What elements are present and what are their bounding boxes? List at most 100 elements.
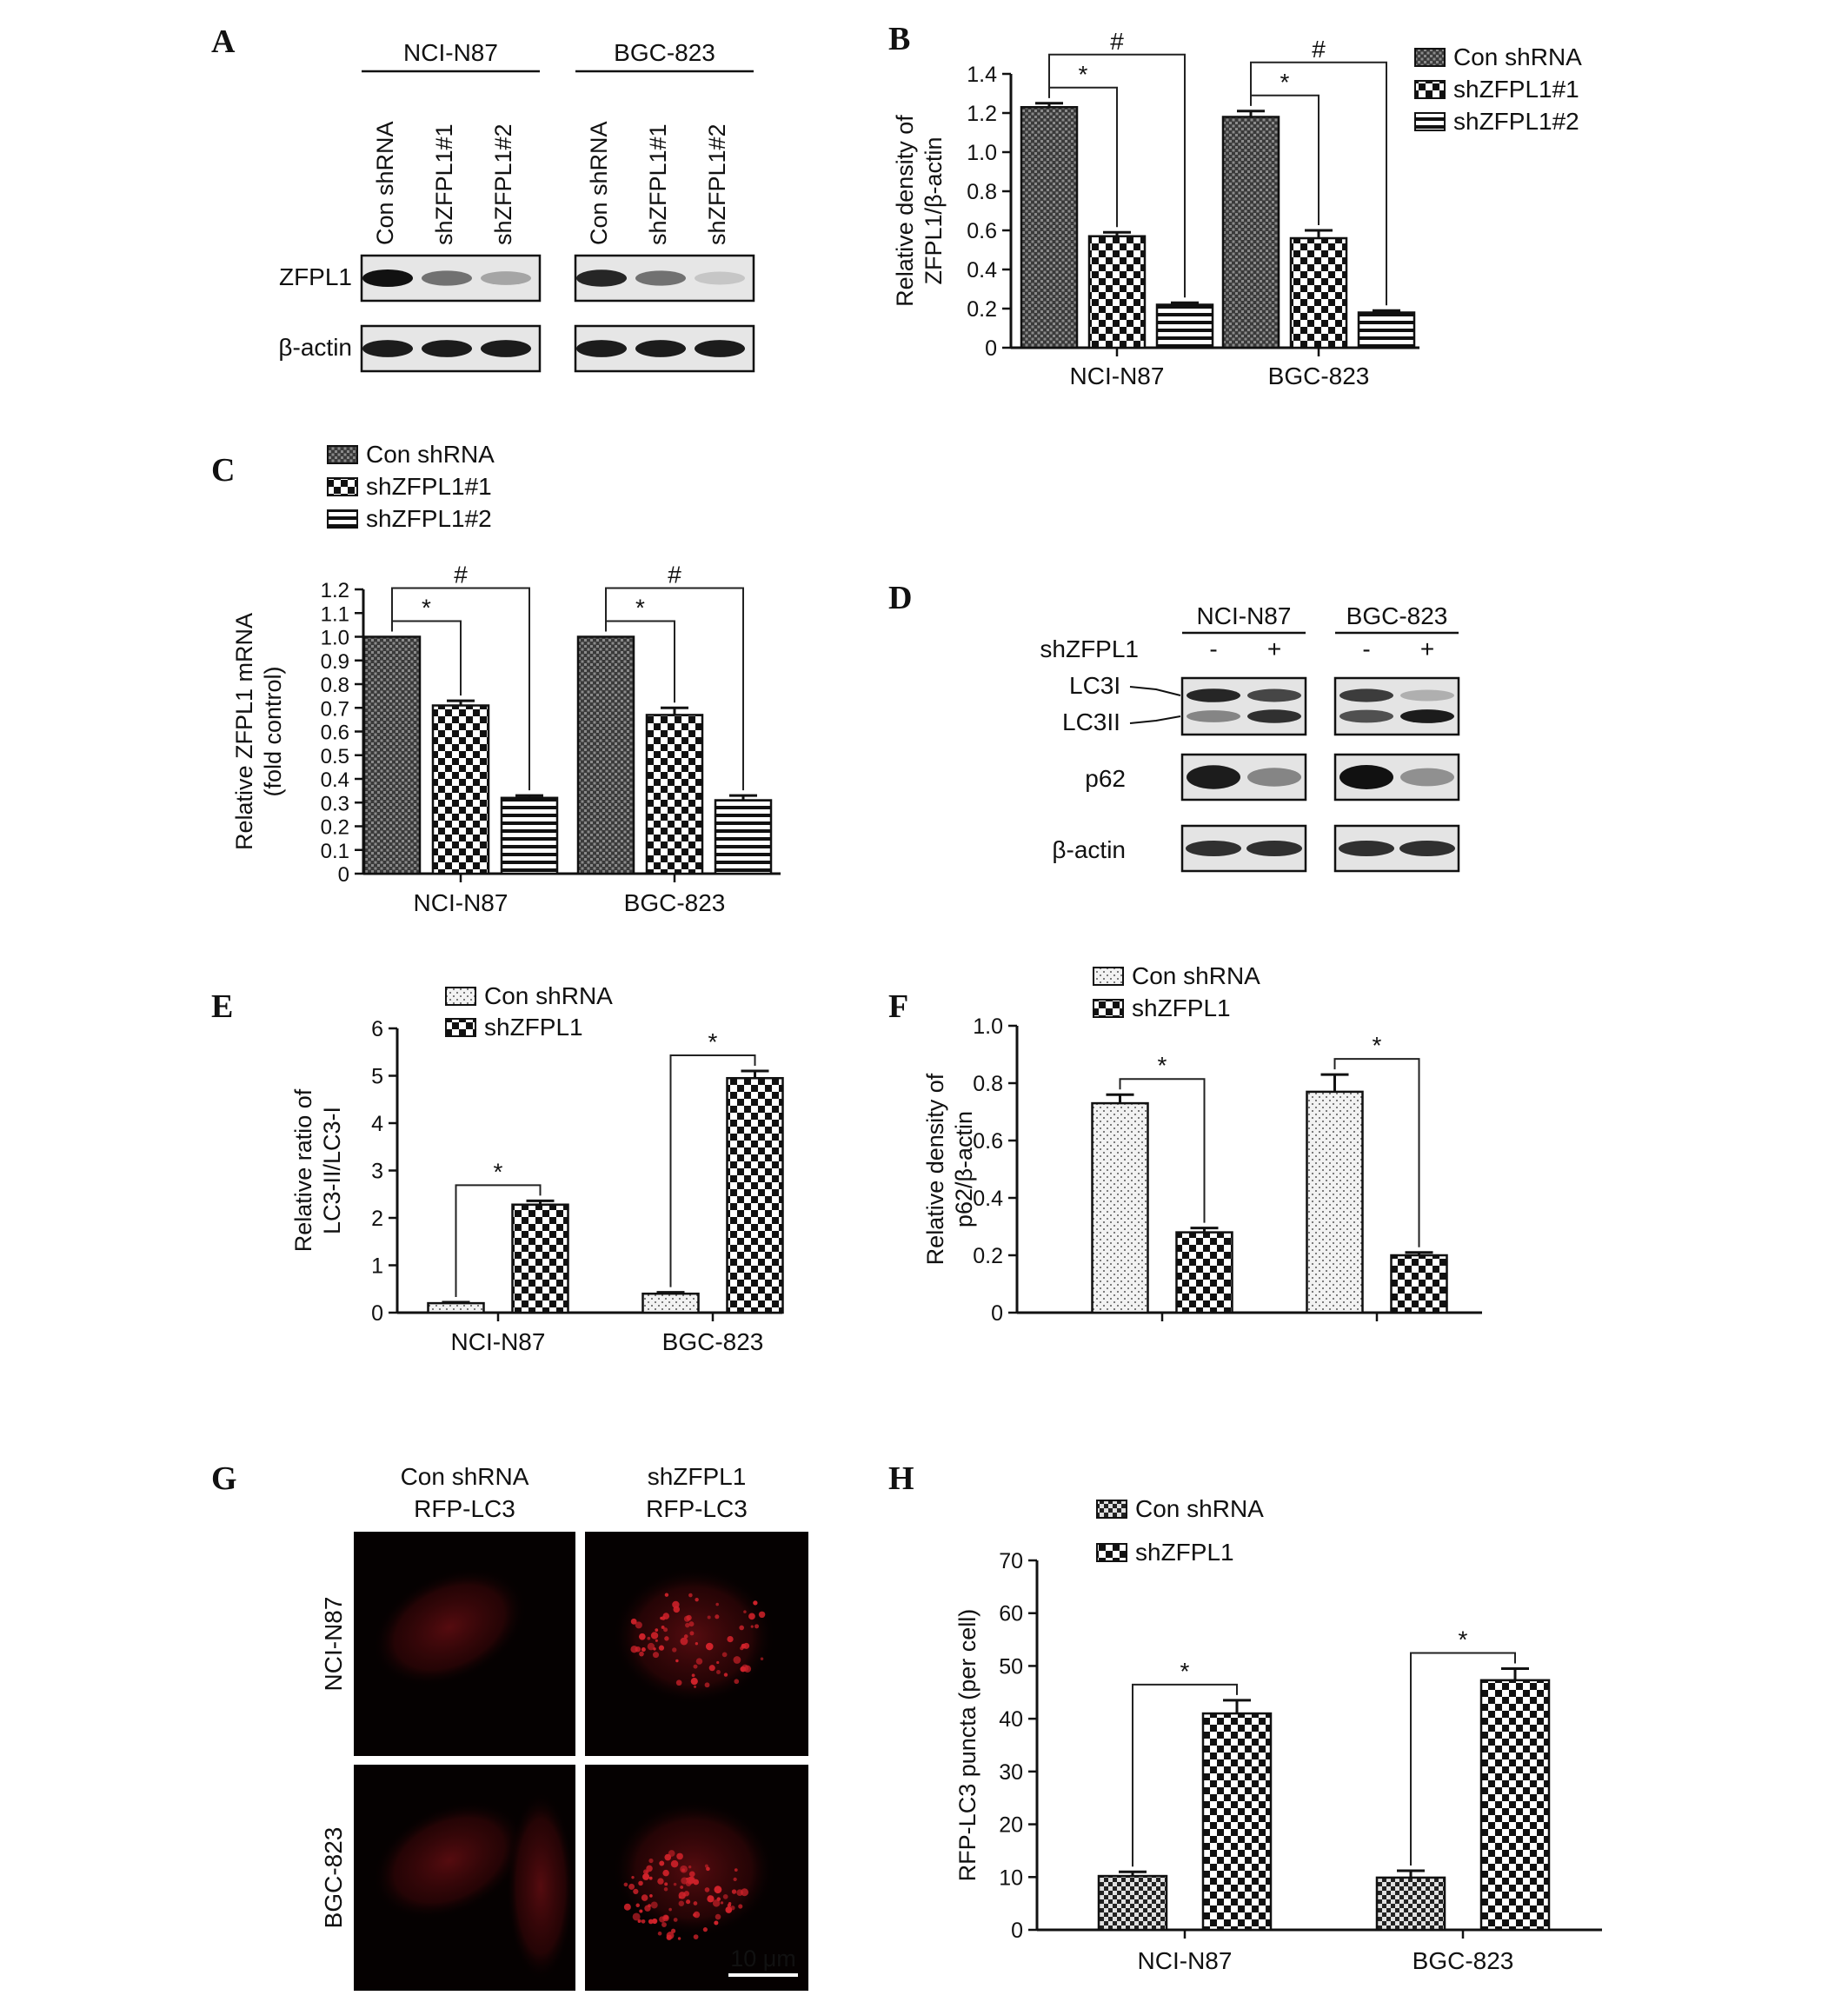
rfp-lc3-punctum (652, 1652, 660, 1659)
rfp-lc3-punctum (720, 1901, 724, 1905)
bar (511, 1203, 569, 1314)
y-tick-label: 50 (999, 1654, 1023, 1679)
rfp-lc3-punctum (676, 1852, 683, 1860)
y-tick-label: 10 (999, 1866, 1023, 1890)
y-tick-label: 5 (371, 1065, 383, 1089)
y-tick-label: 1 (371, 1254, 383, 1279)
y-tick-label: 0.4 (321, 768, 349, 792)
rfp-lc3-punctum (661, 1625, 665, 1629)
rfp-lc3-punctum (641, 1646, 646, 1653)
significance-bracket (391, 587, 530, 791)
y-tick-label: 0 (1011, 1919, 1023, 1943)
blot-band (1247, 768, 1301, 787)
band-pointer (1129, 686, 1181, 696)
rfp-lc3-punctum (661, 1922, 667, 1928)
blot-band (422, 340, 472, 357)
significance-bracket (1132, 1683, 1238, 1867)
rfp-lc3-punctum (680, 1886, 684, 1889)
y-tick-label: 1.1 (321, 602, 349, 626)
legend-swatch (327, 445, 358, 464)
legend-label: Con shRNA (1132, 962, 1260, 989)
significance-marker: # (668, 562, 681, 589)
rfp-lc3-punctum (623, 1882, 628, 1887)
y-tick-label: 0.2 (321, 816, 349, 840)
group-label: BGC-823 (1346, 602, 1448, 629)
bar (645, 714, 704, 875)
y-tick-label: 0.2 (967, 297, 997, 322)
blot-strip (1333, 676, 1460, 736)
rfp-lc3-punctum (702, 1927, 708, 1932)
legend-label: shZFPL1 (1132, 994, 1231, 1021)
rfp-lc3-punctum (655, 1639, 658, 1642)
legend-label: shZFPL1#1 (366, 473, 492, 500)
y-tick-label: 0 (338, 863, 349, 887)
rfp-lc3-punctum (668, 1907, 672, 1912)
rfp-lc3-punctum (668, 1850, 675, 1857)
rfp-lc3-punctum (715, 1614, 720, 1620)
rfp-lc3-punctum (683, 1615, 690, 1622)
x-category-label: NCI-N87 (1070, 362, 1165, 389)
rfp-lc3-punctum (734, 1868, 738, 1872)
y-tick-label: 4 (371, 1112, 383, 1136)
rfp-lc3-punctum (670, 1859, 679, 1868)
legend-swatch (327, 477, 358, 496)
significance-marker: * (1280, 69, 1290, 96)
treatment-sign: - (1209, 635, 1217, 662)
rfp-lc3-punctum (637, 1919, 641, 1923)
blot-band (1339, 841, 1394, 856)
y-tick-label: 0.7 (321, 697, 349, 721)
scale-bar-label: 10 μm (730, 1945, 796, 1972)
rfp-lc3-punctum (647, 1642, 655, 1651)
rfp-lc3-punctum (695, 1642, 699, 1646)
bar (1087, 235, 1147, 349)
lane-label: shZFPL1#1 (431, 123, 457, 245)
rfp-lc3-punctum (694, 1685, 697, 1688)
rfp-lc3-punctum (691, 1673, 695, 1678)
rfp-lc3-punctum (683, 1634, 688, 1639)
rfp-lc3-punctum (704, 1682, 710, 1688)
group-label: BGC-823 (614, 39, 715, 66)
rfp-lc3-punctum (708, 1643, 711, 1646)
rfp-lc3-punctum (632, 1912, 641, 1921)
rfp-lc3-punctum (638, 1880, 643, 1886)
panel-h-bar-chart: 0 10 20 30 40 50 60 70 RFP-LC3 puncta (per cell)… (954, 1495, 1602, 1974)
y-tick-label: 0 (985, 336, 997, 361)
rfp-lc3-punctum (688, 1593, 693, 1598)
panel-c-bar-chart: 00.10.20.30.40.50.60.70.80.91.01.11.2 Rel… (231, 441, 781, 916)
legend-swatch (1096, 1543, 1127, 1562)
rfp-lc3-punctum (693, 1911, 701, 1919)
panel-letter-b: B (888, 21, 910, 57)
rfp-lc3-punctum (734, 1679, 740, 1685)
y-tick-label: 0.4 (973, 1187, 1003, 1211)
rfp-lc3-punctum (743, 1610, 747, 1613)
marker-label: RFP-LC3 (414, 1495, 515, 1522)
panel-b-bar-chart: 0 0.2 0.4 0.6 0.8 1.0 1.2 1.4 Relative density o… (892, 28, 1582, 389)
rfp-lc3-punctum (688, 1876, 695, 1884)
y-tick-label: 0.5 (321, 745, 349, 768)
panel-g-fluorescence-images: Con shRNA RFP-LC3 shZFPL1 RFP-LC3 NCI-N87 BGC… (320, 1463, 808, 1991)
legend-swatch (1096, 1500, 1127, 1519)
rfp-lc3-punctum (748, 1613, 755, 1620)
cell-diffuse-signal (371, 1799, 528, 1921)
rfp-lc3-punctum (690, 1678, 698, 1686)
rfp-lc3-punctum (725, 1906, 733, 1913)
significance-bracket (669, 1054, 756, 1287)
panel-e-bar-chart: 0 1 2 3 4 5 6 Relative ratio of LC3-II/LC3-I NCI-… (290, 982, 784, 1355)
row-label: NCI-N87 (320, 1597, 347, 1692)
rfp-lc3-punctum (641, 1894, 648, 1901)
rfp-lc3-punctum (740, 1666, 747, 1673)
blot-band (695, 271, 745, 285)
legend-label: Con shRNA (484, 982, 613, 1009)
rfp-lc3-punctum (721, 1652, 728, 1658)
x-category-label: NCI-N87 (414, 889, 509, 916)
legend-swatch (1414, 80, 1446, 99)
y-tick-label: 1.0 (321, 627, 349, 650)
y-tick-label: 0.8 (967, 180, 997, 204)
significance-marker: * (1373, 1032, 1382, 1059)
panel-d-western-blot: NCI-N87 - + BGC-823 - + shZFPL1 LC3I LC3II p62 β-a… (1040, 602, 1460, 873)
significance-bracket (455, 1184, 542, 1298)
y-tick-label: 0.6 (967, 219, 997, 243)
x-category-label: NCI-N87 (451, 1328, 546, 1355)
blot-band (1400, 689, 1454, 702)
